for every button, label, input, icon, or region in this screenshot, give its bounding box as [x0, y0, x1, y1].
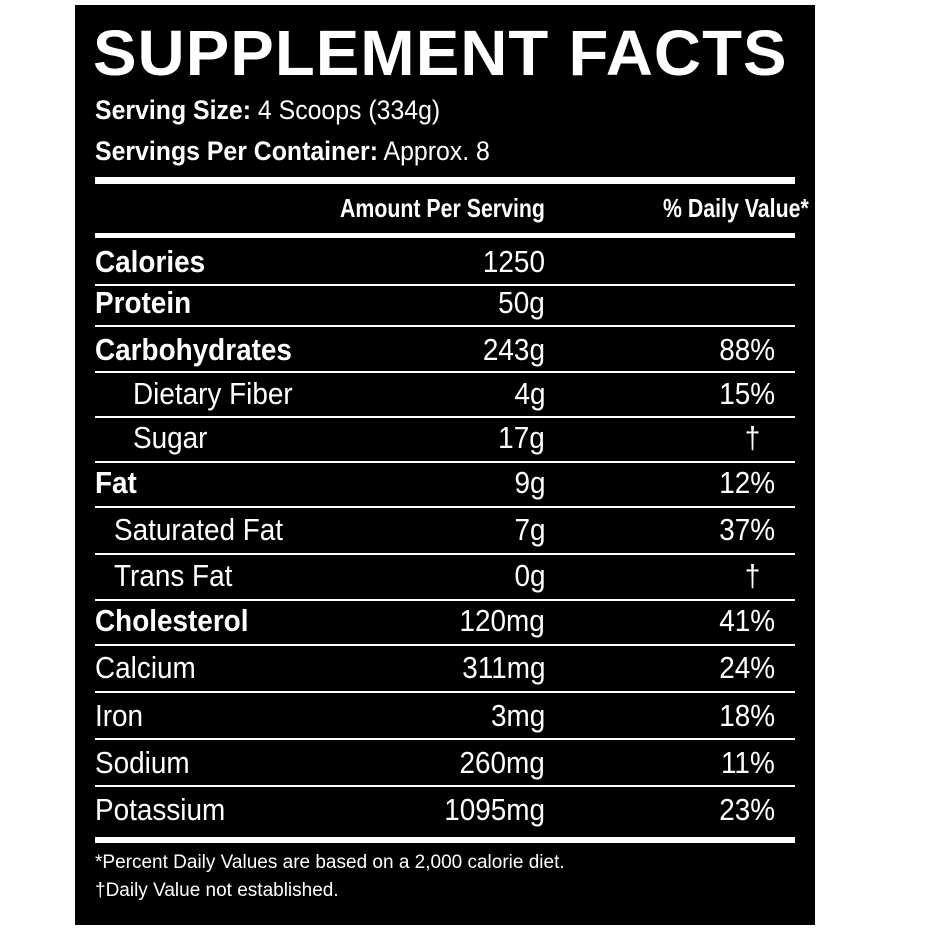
nutrient-name: Sugar [133, 420, 208, 455]
row-divider [95, 691, 795, 693]
row-divider [95, 553, 795, 555]
servings-label: Servings Per Container: [95, 136, 378, 166]
thick-rule [95, 837, 795, 843]
amount: 311mg [461, 650, 545, 685]
serving-size-value: 4 Scoops (334g) [257, 95, 441, 125]
row-divider [95, 284, 795, 286]
amount: 120mg [459, 603, 545, 638]
row-divider [95, 785, 795, 787]
servings-value: Approx. 8 [383, 136, 490, 166]
amount: 243g [482, 332, 545, 367]
daily-value: 23% [719, 792, 775, 827]
daily-value: 15% [719, 376, 775, 411]
servings-per-container: Servings Per Container: Approx. 8 [95, 138, 490, 165]
daily-value: 37% [719, 512, 775, 547]
nutrient-name: Calcium [95, 650, 196, 685]
amount: 260mg [459, 745, 545, 780]
nutrient-name: Potassium [95, 792, 226, 827]
amount: 7g [513, 512, 545, 547]
footnote: *Percent Daily Values are based on a 2,0… [95, 852, 565, 873]
daily-value: 18% [719, 698, 775, 733]
nutrient-name: Protein [95, 285, 192, 320]
nutrient-name: Fat [95, 465, 137, 500]
amount: 17g [498, 420, 545, 455]
nutrient-name: Trans Fat [114, 558, 233, 593]
nutrient-name: Cholesterol [95, 603, 249, 638]
footnote: †Daily Value not established. [95, 880, 339, 901]
row-divider [95, 599, 795, 601]
daily-value: 11% [721, 745, 775, 780]
daily-value: 24% [719, 650, 775, 685]
amount: 4g [513, 376, 545, 411]
amount: 50g [498, 285, 545, 320]
nutrient-name: Calories [95, 244, 206, 279]
column-header: % Daily Value* [663, 193, 809, 223]
daily-value: 12% [719, 465, 775, 500]
serving-size: Serving Size: 4 Scoops (334g) [95, 97, 440, 124]
thick-rule [95, 233, 795, 238]
row-divider [95, 738, 795, 740]
daily-value: † [744, 420, 760, 455]
daily-value: † [744, 558, 760, 593]
row-divider [95, 506, 795, 508]
row-divider [95, 461, 795, 463]
nutrient-name: Saturated Fat [114, 512, 284, 547]
daily-value: 88% [719, 332, 775, 367]
nutrient-name: Iron [95, 698, 144, 733]
row-divider [95, 325, 795, 327]
amount: 9g [513, 465, 545, 500]
supplement-facts-panel: SUPPLEMENT FACTS Serving Size: 4 Scoops … [75, 5, 815, 925]
thick-rule [95, 177, 795, 184]
nutrient-name: Carbohydrates [95, 332, 292, 367]
daily-value: 41% [719, 603, 775, 638]
row-divider [95, 416, 795, 418]
amount: 1250 [482, 244, 545, 279]
nutrient-name: Sodium [95, 745, 190, 780]
row-divider [95, 644, 795, 646]
row-divider [95, 371, 795, 373]
amount: 0g [513, 558, 545, 593]
amount: 3mg [490, 698, 545, 733]
title: SUPPLEMENT FACTS [93, 17, 788, 89]
column-header: Amount Per Serving [340, 193, 545, 223]
serving-size-label: Serving Size: [95, 95, 251, 125]
amount: 1095mg [444, 792, 545, 827]
nutrient-name: Dietary Fiber [133, 376, 293, 411]
